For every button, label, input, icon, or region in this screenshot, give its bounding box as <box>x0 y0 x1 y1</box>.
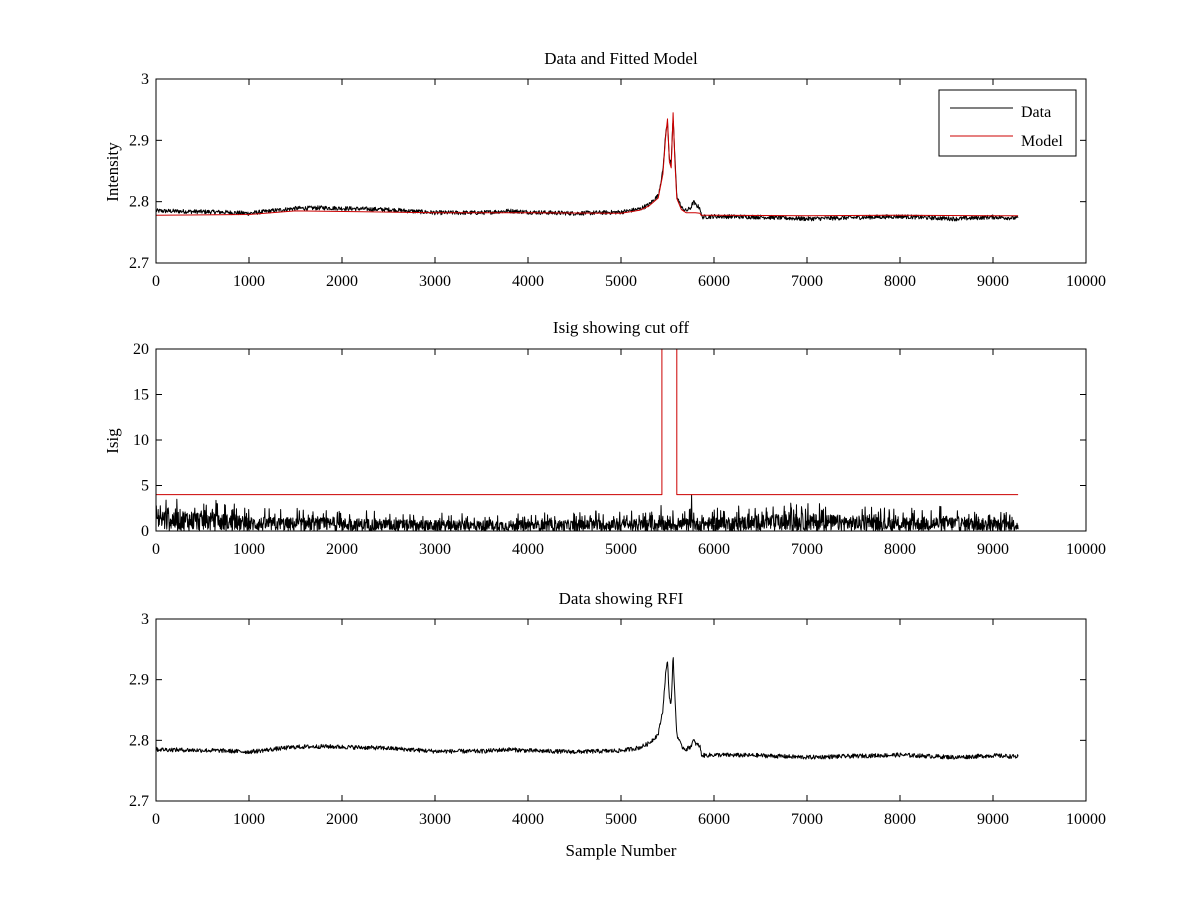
xtick-label: 7000 <box>791 811 823 828</box>
ytick-label: 2.9 <box>129 132 149 149</box>
xtick-label: 10000 <box>1066 273 1106 290</box>
xtick-label: 1000 <box>233 273 265 290</box>
xtick-label: 9000 <box>977 811 1009 828</box>
xtick-label: 5000 <box>605 811 637 828</box>
subplot-1-ylabel: Intensity <box>103 142 122 202</box>
xtick-label: 8000 <box>884 541 916 558</box>
xtick-label: 4000 <box>512 811 544 828</box>
subplot-2-title: Isig showing cut off <box>553 318 689 337</box>
xtick-label: 10000 <box>1066 541 1106 558</box>
subplot-3-xlabel: Sample Number <box>566 841 677 860</box>
legend: Data Model <box>938 89 1077 157</box>
xtick-label: 2000 <box>326 541 358 558</box>
ytick-label: 20 <box>133 341 149 358</box>
series-isig <box>156 494 1019 531</box>
ytick-label: 0 <box>141 523 149 540</box>
xtick-label: 3000 <box>419 811 451 828</box>
subplot-1-title: Data and Fitted Model <box>544 49 698 68</box>
xtick-label: 5000 <box>605 541 637 558</box>
ytick-label: 2.8 <box>129 194 149 211</box>
xtick-label: 9000 <box>977 541 1009 558</box>
xtick-label: 10000 <box>1066 811 1106 828</box>
ytick-label: 2.7 <box>129 793 149 810</box>
xtick-label: 8000 <box>884 811 916 828</box>
xtick-label: 3000 <box>419 541 451 558</box>
xtick-label: 6000 <box>698 273 730 290</box>
series-model <box>156 112 1019 217</box>
xtick-label: 0 <box>152 541 160 558</box>
ytick-label: 2.7 <box>129 255 149 272</box>
subplot-1-intensity: Data and Fitted Model Intensity 0 1000 200… <box>103 49 1106 290</box>
subplot-3-rfi: Data showing RFI Sample Number 0 1000 2000… <box>129 589 1106 860</box>
series-data <box>156 120 1019 222</box>
ytick-label: 3 <box>141 71 149 88</box>
legend-box <box>938 89 1077 157</box>
xtick-label: 2000 <box>326 811 358 828</box>
xtick-label: 7000 <box>791 273 823 290</box>
xtick-label: 0 <box>152 273 160 290</box>
legend-data-label: Data <box>1021 104 1051 121</box>
series-cut-off <box>156 349 1019 496</box>
xtick-label: 3000 <box>419 273 451 290</box>
series-data <box>156 657 1019 760</box>
subplot-2-axes-box <box>155 348 1087 532</box>
subplot-3-axes-box <box>155 618 1087 802</box>
xtick-label: 1000 <box>233 811 265 828</box>
ytick-label: 15 <box>133 387 149 404</box>
legend-model-label: Model <box>1021 133 1063 150</box>
xtick-label: 0 <box>152 811 160 828</box>
xtick-label: 5000 <box>605 273 637 290</box>
xtick-label: 8000 <box>884 273 916 290</box>
xtick-label: 9000 <box>977 273 1009 290</box>
ytick-label: 10 <box>133 432 149 449</box>
xtick-label: 6000 <box>698 811 730 828</box>
subplot-3-title: Data showing RFI <box>559 589 684 608</box>
subplot-2-isig: Isig showing cut off Isig 0 1000 2000 3000 4… <box>103 318 1106 558</box>
xtick-label: 4000 <box>512 541 544 558</box>
xtick-label: 1000 <box>233 541 265 558</box>
ytick-label: 3 <box>141 611 149 628</box>
subplot-2-ylabel: Isig <box>103 428 122 454</box>
xtick-label: 4000 <box>512 273 544 290</box>
xtick-label: 2000 <box>326 273 358 290</box>
ytick-label: 5 <box>141 478 149 495</box>
xtick-label: 6000 <box>698 541 730 558</box>
ytick-label: 2.8 <box>129 732 149 749</box>
xtick-label: 7000 <box>791 541 823 558</box>
ytick-label: 2.9 <box>129 672 149 689</box>
